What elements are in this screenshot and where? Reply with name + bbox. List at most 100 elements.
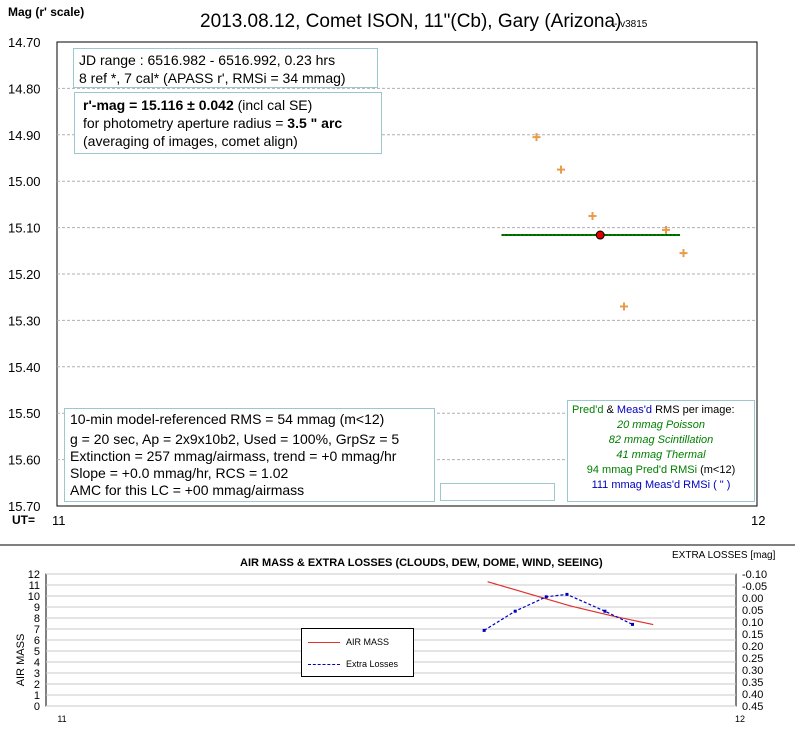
extra-losses-point	[565, 592, 569, 596]
airmass-y-tick-label: 5	[34, 646, 40, 658]
airmass-y-tick-label: 11	[29, 580, 40, 592]
airmass-series-line	[487, 581, 654, 626]
jd-info-box: JD range : 6516.982 - 6516.992, 0.23 hrs…	[73, 48, 378, 88]
legend-item-airmass: AIR MASS	[308, 637, 389, 647]
noise-header: Pred'd & Meas'd RMS per image:	[572, 403, 750, 418]
x-tick-label: 11	[52, 513, 66, 528]
legend-swatch-airmass	[308, 642, 340, 644]
extra-losses-tick-label: 0.20	[742, 641, 763, 653]
extra-losses-point	[544, 595, 548, 599]
y-tick-label: 15.40	[8, 360, 41, 375]
data-point	[620, 302, 628, 311]
extra-losses-tick-label: 0.45	[742, 701, 763, 713]
airmass-y-tick-label: 4	[34, 657, 40, 669]
y-tick-label: 15.50	[8, 406, 41, 421]
y-tick-label: 14.80	[8, 81, 41, 96]
data-point	[662, 225, 670, 234]
rms-line: Slope = +0.0 mmag/hr, RCS = 1.02	[70, 465, 289, 481]
rms-info-box: 10-min model-referenced RMS = 54 mmag (m…	[64, 408, 435, 502]
mag-result-note: (incl cal SE)	[233, 97, 313, 113]
airmass-y-tick-label: 3	[34, 668, 40, 680]
extra-losses-tick-label: 0.30	[742, 665, 763, 677]
airmass-marks	[482, 581, 654, 632]
noise-measured-rms: 111 mmag Meas'd RMSi ( " )	[591, 479, 731, 491]
magnitude-result-box: r'-mag = 15.116 ± 0.042 (incl cal SE) fo…	[74, 92, 382, 154]
aperture-label: for photometry aperture radius =	[83, 115, 288, 131]
extra-losses-tick-label: 0.35	[742, 677, 763, 689]
y-tick-label: 15.60	[8, 453, 41, 468]
airmass-x-tick-label: 11	[57, 714, 66, 724]
airmass-y-tick-label: 12	[28, 569, 40, 581]
jd-range-line: JD range : 6516.982 - 6516.992, 0.23 hrs	[79, 52, 336, 68]
noise-poisson: 20 mmag Poisson	[616, 419, 706, 431]
airmass-y-tick-label: 6	[34, 635, 40, 647]
noise-head-and: &	[603, 404, 617, 416]
airmass-chart-title: AIR MASS & EXTRA LOSSES (CLOUDS, DEW, DO…	[240, 557, 603, 569]
legend-swatch-extra-losses	[308, 664, 340, 666]
rms-line: g = 20 sec, Ap = 2x9x10b2, Used = 100%, …	[70, 431, 400, 447]
ref-star-line: 8 ref *, 7 cal* (APASS r', RMSi = 34 mma…	[79, 70, 346, 86]
airmass-y-tick-label: 8	[34, 613, 40, 625]
noise-predicted-rms: 94 mmag Pred'd RMSi (m<12)	[572, 463, 750, 478]
extra-losses-tick-label: 0.40	[742, 689, 763, 701]
noise-budget-box: Pred'd & Meas'd RMS per image: 20 mmag P…	[567, 400, 755, 502]
airmass-y-tick-label: 9	[34, 602, 40, 614]
chart-version: - v3815	[614, 19, 648, 30]
y-axis-label: Mag (r' scale)	[8, 5, 84, 19]
airmass-axis-label: AIR MASS	[15, 634, 27, 687]
noise-scintillation: 82 mmag Scintillation	[608, 434, 714, 446]
extra-losses-tick-label: -0.10	[742, 569, 767, 581]
noise-thermal: 41 mmag Thermal	[616, 449, 706, 461]
extra-losses-point	[482, 628, 486, 632]
airmass-y-tick-label: 1	[34, 690, 40, 702]
rms-line: AMC for this LC = +00 mmag/airmass	[70, 482, 305, 498]
data-point	[679, 249, 688, 258]
y-tick-label: 15.10	[8, 221, 41, 236]
legend-label-airmass: AIR MASS	[346, 637, 390, 647]
main-x-tick-labels: 11 12	[52, 513, 765, 528]
noise-predicted-note: (m<12)	[697, 464, 736, 476]
airmass-y-tick-label: 0	[34, 701, 40, 713]
chart-title: 2013.08.12, Comet ISON, 11"(Cb), Gary (A…	[200, 11, 621, 32]
airmass-legend: AIR MASS Extra Losses	[301, 628, 414, 677]
airmass-x-tick-label: 12	[735, 714, 745, 724]
y-tick-label: 14.90	[8, 128, 41, 143]
legend-label-extra-losses: Extra Losses	[346, 659, 399, 669]
extra-losses-tick-label: 0.15	[742, 629, 763, 641]
noise-head-tail: RMS per image:	[652, 404, 735, 416]
extra-losses-point	[513, 609, 517, 613]
extra-losses-tick-label: 0.05	[742, 605, 763, 617]
x-tick-label: 12	[751, 513, 765, 528]
extra-losses-axis-label: EXTRA LOSSES [mag]	[672, 550, 776, 561]
y-tick-label: 15.00	[8, 174, 41, 189]
averaging-line: (averaging of images, comet align)	[83, 133, 298, 149]
noise-predicted-value: 94 mmag Pred'd RMSi	[586, 464, 698, 476]
main-marks	[501, 133, 688, 311]
extra-losses-point	[603, 609, 607, 613]
aperture-value: 3.5 " arc	[287, 115, 343, 131]
extra-losses-tick-label: 0.10	[742, 617, 763, 629]
data-point	[588, 212, 597, 220]
y-tick-label: 15.20	[8, 267, 41, 282]
y-tick-label: 15.30	[8, 313, 41, 328]
extra-losses-tick-label: -0.05	[742, 581, 767, 593]
airmass-y-tick-label: 2	[34, 679, 40, 691]
x-prefix-label: UT=	[12, 513, 35, 527]
rms-line: Extinction = 257 mmag/airmass, trend = +…	[70, 448, 397, 464]
legend-item-extra-losses: Extra Losses	[308, 659, 398, 669]
data-point	[557, 165, 565, 174]
mag-result-line: r'-mag = 15.116 ± 0.042 (incl cal SE)	[83, 96, 373, 114]
extra-losses-tick-label: 0.25	[742, 653, 763, 665]
rms-line: 10-min model-referenced RMS = 54 mmag (m…	[70, 411, 385, 427]
aperture-line: for photometry aperture radius = 3.5 " a…	[83, 114, 373, 132]
empty-box	[440, 483, 555, 501]
noise-head-predicted: Pred'd	[572, 404, 604, 416]
noise-head-measured: Meas'd	[616, 404, 653, 416]
mean-point	[595, 230, 605, 240]
y-tick-label: 14.70	[8, 35, 41, 50]
extra-losses-series-line	[483, 593, 633, 631]
y-tick-label: 15.70	[8, 499, 41, 514]
mag-result-value: r'-mag = 15.116 ± 0.042	[83, 97, 234, 113]
